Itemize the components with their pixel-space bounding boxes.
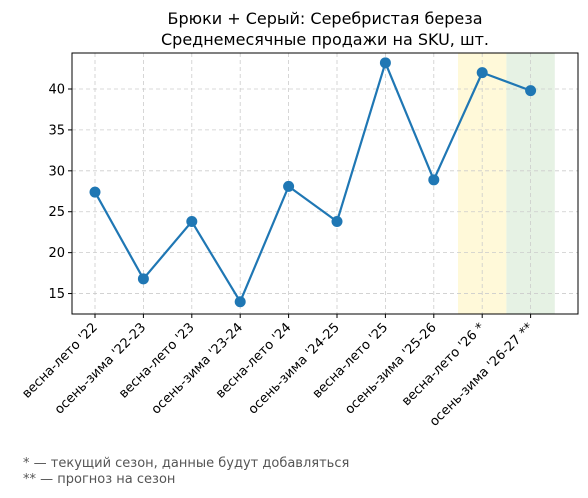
y-tick-label: 30 (48, 164, 65, 179)
data-point (428, 174, 440, 186)
y-tick-label: 35 (48, 123, 65, 138)
highlight-band-0 (458, 53, 507, 314)
data-point (379, 57, 391, 69)
series-layer (89, 57, 537, 308)
y-tick-label: 20 (48, 246, 65, 261)
chart-subtitle: Среднемесячные продажи на SKU, шт. (161, 30, 489, 49)
y-tick-label: 15 (48, 287, 65, 302)
x-tick-label: осень-зима '22-23 (52, 320, 149, 417)
data-point (89, 186, 101, 198)
grid-lines (72, 53, 578, 314)
x-tick-label: весна-лето '26 * (399, 320, 488, 409)
y-axis: 15 20 25 30 35 40 (48, 83, 72, 302)
plot-frame (71, 52, 579, 315)
y-tick-label: 40 (48, 83, 65, 98)
x-tick-label: осень-зима '23-24 (149, 320, 246, 417)
x-tick-label: осень-зима '25-26 (342, 320, 439, 417)
data-point (525, 85, 537, 97)
chart-title: Брюки + Серый: Серебристая береза (167, 9, 482, 28)
data-point (283, 180, 295, 192)
data-point (331, 216, 343, 228)
series-line (94, 61, 531, 303)
data-point (476, 67, 488, 79)
x-tick-label: осень-зима '24-25 (246, 320, 343, 417)
data-point (137, 273, 149, 285)
data-point (234, 296, 246, 308)
data-point (186, 216, 198, 228)
footnote-current-season: * — текущий сезон, данные будут добавлят… (23, 456, 350, 471)
footnote-forecast: ** — прогноз на сезон (23, 472, 176, 487)
y-tick-label: 25 (48, 205, 65, 220)
